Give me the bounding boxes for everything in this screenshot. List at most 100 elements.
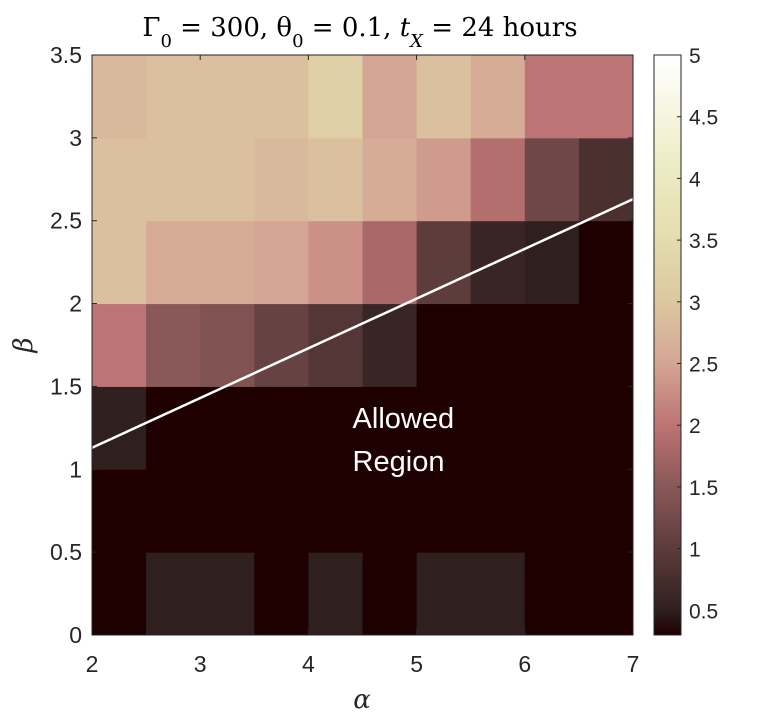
heatmap-cell — [470, 552, 526, 635]
colorbar-ticks: 0.5 1 1.5 2 2.5 3 3.5 4 4.5 5 — [677, 45, 718, 623]
heatmap-cell — [524, 386, 580, 470]
heatmap-cell — [578, 220, 633, 305]
heatmap-cell — [254, 303, 309, 387]
heatmap-cell — [470, 469, 526, 553]
heatmap-cell — [200, 137, 255, 222]
heatmap-cell — [578, 469, 633, 553]
x-axis-label: α — [353, 685, 371, 715]
heatmap-cell — [92, 303, 147, 387]
heatmap-cell — [254, 469, 309, 553]
colorbar-frame — [653, 54, 682, 636]
heatmap-cell — [146, 386, 201, 470]
heatmap-cell — [362, 220, 418, 305]
heatmap-cell — [146, 220, 201, 305]
heatmap-cell — [416, 552, 472, 635]
heatmap-cell — [416, 220, 472, 305]
heatmap-cell — [200, 303, 255, 387]
heatmap-cell — [362, 552, 418, 635]
boundary-line — [92, 198, 633, 449]
colorbar-tick-label: 5 — [689, 45, 701, 68]
heatmap-cell — [146, 55, 201, 139]
heatmap-cell — [416, 137, 472, 222]
colorbar-tick-label: 1 — [689, 539, 701, 562]
x-tick-label: 7 — [627, 651, 640, 677]
heatmap-cell — [578, 552, 633, 635]
heatmap-cell — [92, 137, 147, 222]
heatmap-cell — [362, 386, 418, 470]
heatmap-cell — [92, 386, 147, 470]
y-tick-label: 0.5 — [50, 539, 82, 565]
heatmap-cell — [524, 137, 580, 222]
heatmap-cell — [524, 55, 580, 139]
y-tick-label: 1.5 — [50, 373, 82, 399]
heatmap-cell — [254, 55, 309, 139]
y-tick-label: 2.5 — [50, 208, 82, 234]
y-axis: 0 0.5 1 1.5 2 2.5 3 3.5 — [50, 42, 633, 648]
heatmap-cell — [200, 386, 255, 470]
x-tick-label: 2 — [86, 651, 99, 677]
heatmap-cell — [308, 386, 363, 470]
heatmap-cell — [578, 55, 633, 139]
heatmap-cell — [200, 469, 255, 553]
heatmap-cell — [200, 220, 255, 305]
x-tick-label: 5 — [410, 651, 423, 677]
x-tick-label: 4 — [302, 651, 315, 677]
heatmap-cells — [92, 55, 633, 635]
y-tick-label: 3.5 — [50, 42, 82, 68]
heatmap-cell — [416, 303, 472, 387]
heatmap-cell — [362, 137, 418, 222]
heatmap-cell — [146, 552, 201, 635]
x-axis: 2 3 4 5 6 7 — [86, 55, 640, 677]
heatmap-cell — [254, 220, 309, 305]
colorbar-tick-label: 0.5 — [689, 600, 718, 623]
heatmap-cell — [308, 55, 363, 139]
colorbar-tick-label: 2 — [689, 415, 701, 438]
heatmap-cell — [578, 303, 633, 387]
heatmap-cell — [146, 137, 201, 222]
heatmap-cell — [470, 303, 526, 387]
heatmap-cell — [92, 469, 147, 553]
y-tick-label: 3 — [69, 125, 82, 151]
heatmap-cell — [200, 55, 255, 139]
heatmap-cell — [578, 386, 633, 470]
heatmap-cell — [308, 552, 363, 635]
heatmap-cell — [470, 55, 526, 139]
heatmap-cell — [362, 469, 418, 553]
colorbar — [654, 55, 681, 635]
heatmap-cell — [416, 386, 472, 470]
heatmap-cell — [308, 469, 363, 553]
heatmap-cell — [200, 552, 255, 635]
colorbar-tick-label: 3 — [689, 292, 701, 315]
heatmap-cell — [362, 55, 418, 139]
heatmap-cell — [92, 552, 147, 635]
heatmap-cell — [92, 55, 147, 139]
heatmap-cell — [416, 469, 472, 553]
y-tick-label: 2 — [69, 291, 82, 317]
heatmap-cell — [524, 303, 580, 387]
heatmap-cell — [578, 137, 633, 222]
heatmap-cell — [308, 137, 363, 222]
colorbar-tick-label: 4 — [689, 168, 701, 191]
x-tick-label: 3 — [194, 651, 207, 677]
y-axis-label: β — [9, 337, 39, 353]
chart-title: Γ0 = 300, θ0 = 0.1, tX = 24 hours — [142, 13, 577, 52]
heatmap-cell — [416, 55, 472, 139]
heatmap-cell — [524, 469, 580, 553]
y-tick-label: 1 — [69, 456, 82, 482]
y-tick-label: 0 — [69, 622, 82, 648]
colorbar-tick-label: 3.5 — [689, 230, 718, 253]
heatmap-cell — [254, 137, 309, 222]
colorbar-tick-label: 2.5 — [689, 354, 718, 377]
heatmap-cell — [524, 220, 580, 305]
heatmap-cell — [254, 386, 309, 470]
x-tick-label: 6 — [518, 651, 531, 677]
heatmap-cell — [524, 552, 580, 635]
heatmap-cell — [146, 303, 201, 387]
colorbar-tick-label: 1.5 — [689, 477, 718, 500]
heatmap-cell — [470, 386, 526, 470]
heatmap-cell — [308, 220, 363, 305]
annotation-region: Region — [353, 446, 445, 478]
colorbar-tick-label: 4.5 — [689, 107, 718, 130]
annotation-allowed: Allowed — [353, 403, 455, 435]
